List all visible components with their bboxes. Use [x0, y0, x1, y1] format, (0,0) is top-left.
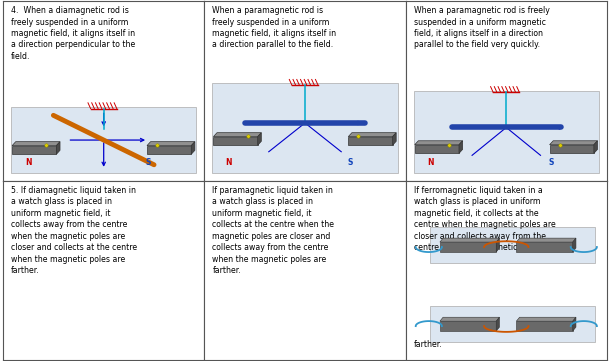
- Polygon shape: [440, 238, 500, 242]
- FancyBboxPatch shape: [550, 145, 594, 153]
- FancyBboxPatch shape: [516, 321, 573, 331]
- Polygon shape: [497, 238, 500, 252]
- FancyBboxPatch shape: [415, 145, 459, 153]
- Polygon shape: [348, 133, 396, 136]
- FancyBboxPatch shape: [12, 145, 56, 154]
- Polygon shape: [192, 142, 195, 154]
- FancyBboxPatch shape: [440, 321, 497, 331]
- Polygon shape: [56, 142, 60, 154]
- Text: N: N: [25, 158, 32, 167]
- Polygon shape: [459, 141, 462, 153]
- Text: 4.  When a diamagnetic rod is
freely suspended in a uniform
magnetic field, it a: 4. When a diamagnetic rod is freely susp…: [11, 6, 135, 61]
- Text: If paramagnetic liquid taken in
a watch glass is placed in
uniform magnetic fiel: If paramagnetic liquid taken in a watch …: [212, 186, 334, 275]
- Polygon shape: [214, 133, 261, 136]
- FancyBboxPatch shape: [430, 306, 595, 342]
- Polygon shape: [594, 141, 597, 153]
- FancyBboxPatch shape: [214, 136, 257, 145]
- Polygon shape: [393, 133, 396, 145]
- FancyBboxPatch shape: [440, 242, 497, 252]
- Polygon shape: [573, 238, 576, 252]
- FancyBboxPatch shape: [11, 107, 196, 173]
- Text: If ferromagnetic liquid taken in a
watch glass is placed in uniform
magnetic fie: If ferromagnetic liquid taken in a watch…: [414, 186, 556, 252]
- FancyBboxPatch shape: [430, 227, 595, 263]
- Polygon shape: [12, 142, 60, 145]
- Text: When a paramagnetic rod is freely
suspended in a uniform magnetic
field, it alig: When a paramagnetic rod is freely suspen…: [414, 6, 550, 49]
- Polygon shape: [550, 141, 597, 145]
- Polygon shape: [516, 317, 576, 321]
- Polygon shape: [415, 141, 462, 145]
- Text: farther.: farther.: [414, 340, 442, 349]
- Text: S: S: [145, 158, 151, 167]
- Text: S: S: [549, 158, 554, 167]
- Polygon shape: [257, 133, 261, 145]
- FancyBboxPatch shape: [348, 136, 393, 145]
- Text: S: S: [348, 158, 353, 167]
- Polygon shape: [516, 238, 576, 242]
- FancyBboxPatch shape: [414, 91, 599, 173]
- Polygon shape: [147, 142, 195, 145]
- Text: When a paramagnetic rod is
freely suspended in a uniform
magnetic field, it alig: When a paramagnetic rod is freely suspen…: [212, 6, 337, 49]
- Text: N: N: [226, 158, 232, 167]
- Polygon shape: [573, 317, 576, 331]
- FancyBboxPatch shape: [516, 242, 573, 252]
- Polygon shape: [497, 317, 500, 331]
- Text: N: N: [427, 158, 434, 167]
- FancyBboxPatch shape: [147, 145, 192, 154]
- Text: 5. If diamagnetic liquid taken in
a watch glass is placed in
uniform magnetic fi: 5. If diamagnetic liquid taken in a watc…: [11, 186, 137, 275]
- Polygon shape: [440, 317, 500, 321]
- FancyBboxPatch shape: [212, 83, 398, 173]
